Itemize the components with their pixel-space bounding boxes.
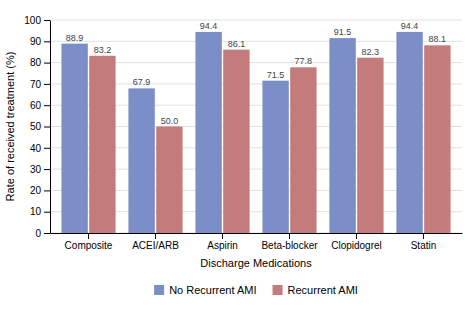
- tick-mark: [44, 148, 50, 149]
- tick-mark: [423, 233, 424, 239]
- tick-label: ACEI/ARB: [132, 240, 179, 251]
- legend-item: No Recurrent AMI: [154, 284, 256, 296]
- tick-label: 70: [30, 79, 42, 90]
- data-label: 50.0: [161, 116, 179, 126]
- plot: 88.9 67.9 94.4 71.5 91.5 94.4 83.2 50.0 86.1 77.8…: [4, 15, 463, 269]
- data-label: 88.9: [66, 33, 84, 43]
- tick-mark: [356, 233, 357, 239]
- tick-mark: [44, 169, 50, 170]
- tick-mark: [44, 190, 50, 191]
- tick-mark: [44, 84, 50, 85]
- tick-label: 50: [30, 121, 42, 132]
- tick: 100: [24, 15, 50, 26]
- legend-item: Recurrent AMI: [273, 284, 358, 296]
- data-label: 86.1: [228, 39, 246, 49]
- tick-mark: [44, 127, 50, 128]
- legend: No Recurrent AMI Recurrent AMI: [154, 284, 358, 296]
- tick: Clopidogrel: [331, 233, 382, 251]
- tick-label: 30: [30, 164, 42, 175]
- bar: [89, 56, 115, 233]
- bar: [290, 67, 316, 233]
- tick-mark: [289, 233, 290, 239]
- x-axis-title: Discharge Medications: [200, 257, 312, 269]
- grid: [50, 20, 462, 233]
- bar: [195, 32, 221, 233]
- tick-label: Statin: [411, 240, 437, 251]
- y-axis: 0 10 20 30 40 50 60 70 80 90 100: [24, 15, 50, 239]
- tick-label: 90: [30, 36, 42, 47]
- tick: 80: [30, 57, 50, 68]
- data-label: 94.4: [401, 21, 419, 31]
- tick-mark: [44, 212, 50, 213]
- bar: [262, 81, 288, 233]
- bars: [61, 32, 450, 233]
- tick: 90: [30, 36, 50, 47]
- tick-label: Clopidogrel: [331, 240, 382, 251]
- data-label: 71.5: [267, 70, 285, 80]
- tick: Beta-blocker: [261, 233, 318, 251]
- tick: Statin: [411, 233, 437, 251]
- tick: 40: [30, 143, 50, 154]
- tick-mark: [155, 233, 156, 239]
- bar: [156, 127, 182, 234]
- data-label: 82.3: [362, 47, 380, 57]
- data-label: 91.5: [334, 27, 352, 37]
- bar: [223, 50, 249, 233]
- tick: Aspirin: [207, 233, 238, 251]
- data-labels: 88.9 67.9 94.4 71.5 91.5 94.4 83.2 50.0 86.1 77.8…: [66, 21, 446, 126]
- tick-mark: [44, 41, 50, 42]
- bar: [396, 32, 422, 233]
- tick: 10: [30, 206, 50, 217]
- data-label: 94.4: [200, 21, 218, 31]
- tick-mark: [44, 105, 50, 106]
- tick-label: 20: [30, 185, 42, 196]
- tick-label: Composite: [65, 240, 113, 251]
- bar: [357, 58, 383, 233]
- bar: [329, 38, 355, 233]
- tick-mark: [44, 20, 50, 21]
- bar: [128, 88, 154, 233]
- y-axis-title: Rate of received treatment (%): [4, 52, 16, 202]
- tick-label: 80: [30, 57, 42, 68]
- data-label: 77.8: [295, 56, 313, 66]
- bar: [424, 45, 450, 233]
- tick: Composite: [65, 233, 113, 251]
- legend-swatch: [273, 285, 283, 295]
- tick-label: Beta-blocker: [261, 240, 318, 251]
- bar: [61, 44, 87, 233]
- legend-label: No Recurrent AMI: [169, 284, 256, 296]
- legend-swatch: [154, 285, 164, 295]
- tick: 30: [30, 164, 50, 175]
- tick: 70: [30, 79, 50, 90]
- x-axis: Composite ACEI/ARB Aspirin Beta-blocker Clop…: [51, 233, 463, 251]
- tick-label: Aspirin: [207, 240, 238, 251]
- tick: 50: [30, 121, 50, 132]
- tick-label: 40: [30, 143, 42, 154]
- tick: 60: [30, 100, 50, 111]
- data-label: 88.1: [429, 34, 447, 44]
- data-label: 67.9: [133, 77, 151, 87]
- tick-label: 10: [30, 206, 42, 217]
- tick-mark: [44, 63, 50, 64]
- tick-label: 60: [30, 100, 42, 111]
- legend-label: Recurrent AMI: [288, 284, 358, 296]
- tick: 20: [30, 185, 50, 196]
- tick: 0: [35, 228, 50, 239]
- tick-mark: [222, 233, 223, 239]
- data-label: 83.2: [94, 45, 112, 55]
- chart: 88.9 67.9 94.4 71.5 91.5 94.4 83.2 50.0 86.1 77.8…: [0, 0, 474, 315]
- tick-mark: [44, 233, 50, 234]
- tick-mark: [88, 233, 89, 239]
- tick-label: 100: [24, 15, 41, 26]
- tick-label: 0: [35, 228, 41, 239]
- tick: ACEI/ARB: [132, 233, 179, 251]
- axis-line: [51, 233, 463, 234]
- axis-line: [50, 21, 51, 234]
